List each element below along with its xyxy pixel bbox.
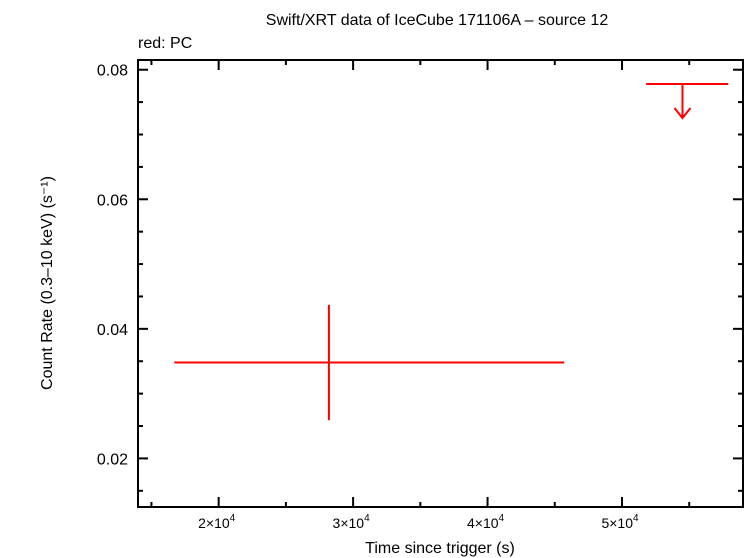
- x-tick-label: 3×104: [333, 513, 371, 531]
- y-axis-label: Count Rate (0.3–10 keV) (s⁻¹): [39, 176, 56, 390]
- x-tick-times-sign: ×10: [206, 515, 230, 531]
- x-tick-label: 2×104: [198, 513, 236, 531]
- y-tick-label: 0.08: [97, 63, 128, 80]
- x-tick-exponent: 4: [633, 513, 639, 524]
- x-tick-mantissa: 3: [333, 515, 341, 531]
- x-tick-exponent: 4: [499, 513, 505, 524]
- upper-limit-2-arrow-head: [673, 107, 692, 120]
- x-tick-times-sign: ×10: [340, 515, 364, 531]
- x-tick-exponent: 4: [230, 513, 236, 524]
- y-axis: 0.02 0.04 0.06 0.08: [97, 63, 743, 492]
- x-tick-times-sign: ×10: [475, 515, 499, 531]
- x-tick-label: 4×104: [467, 513, 505, 531]
- x-tick-exponent: 4: [364, 513, 370, 524]
- x-tick-mantissa: 4: [467, 515, 475, 531]
- x-axis: 2×104 3×104 4×104 5×104: [150, 60, 691, 531]
- x-axis-label: Time since trigger (s): [365, 540, 515, 557]
- x-tick-times-sign: ×10: [609, 515, 633, 531]
- chart-subtitle: red: PC: [138, 35, 192, 52]
- y-tick-label: 0.04: [97, 322, 128, 339]
- x-tick-mantissa: 5: [601, 515, 609, 531]
- plot-frame: [137, 59, 744, 508]
- data-marks: [174, 82, 729, 421]
- x-tick-mantissa: 2: [198, 515, 206, 531]
- chart-title: Swift/XRT data of IceCube 171106A – sour…: [266, 12, 609, 29]
- y-tick-label: 0.06: [97, 192, 128, 209]
- y-tick-label: 0.02: [97, 451, 128, 468]
- x-tick-label: 5×104: [601, 513, 639, 531]
